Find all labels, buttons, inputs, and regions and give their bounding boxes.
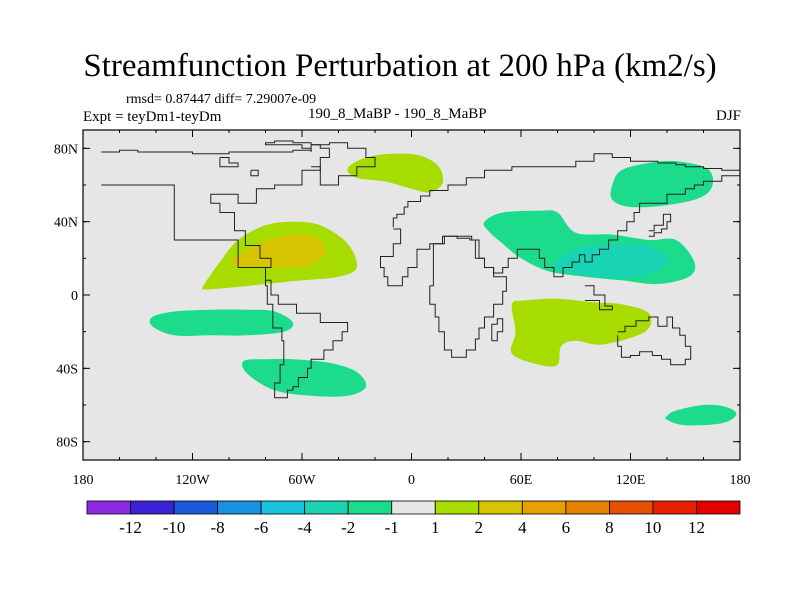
australia-coastline bbox=[617, 316, 692, 366]
coastlines bbox=[101, 140, 740, 399]
madagascar-island bbox=[491, 318, 504, 342]
colorbar-box bbox=[260, 500, 306, 515]
colorbar-box bbox=[391, 500, 436, 515]
colorbar: -12 -10 -8 -6 -4 -2 -1 1 2 4 6 8 10 12 bbox=[86, 500, 741, 537]
colorbar-label: 4 bbox=[518, 518, 527, 537]
arctic-island-small bbox=[250, 169, 259, 177]
colorbar-box bbox=[173, 500, 218, 515]
chart-title: Streamfunction Perturbation at 200 hPa (… bbox=[83, 48, 717, 84]
americas-coastline bbox=[101, 140, 349, 399]
x-tick-label: 0 bbox=[408, 473, 415, 488]
colorbar-box bbox=[347, 500, 393, 515]
colorbar-label: -1 bbox=[385, 518, 399, 537]
indonesia-island bbox=[584, 285, 613, 311]
region-africa-positive bbox=[510, 298, 652, 367]
colorbar-box bbox=[521, 500, 567, 515]
arctic-island bbox=[219, 157, 239, 168]
x-tick-label: 60E bbox=[510, 473, 533, 488]
colorbar-label: -2 bbox=[341, 518, 355, 537]
y-tick-label: 0 bbox=[71, 289, 78, 304]
y-tick-label: 80S bbox=[56, 436, 78, 451]
colorbar-box bbox=[304, 500, 349, 515]
colorbar-label: -6 bbox=[254, 518, 268, 537]
axis-ticks: 180 120W 60W 0 60E 120E 180 80N 40N 0 40S 80S bbox=[54, 130, 751, 488]
x-tick-label: 120W bbox=[175, 473, 210, 488]
colorbar-label: -12 bbox=[119, 518, 142, 537]
colorbar-label: -10 bbox=[163, 518, 186, 537]
colorbar-label: 12 bbox=[688, 518, 705, 537]
y-tick-label: 40N bbox=[54, 216, 78, 231]
colorbar-label: 2 bbox=[475, 518, 484, 537]
colorbar-label: 1 bbox=[431, 518, 440, 537]
colorbar-label: -8 bbox=[211, 518, 225, 537]
x-tick-label: 180 bbox=[73, 473, 94, 488]
colorbar-box bbox=[696, 500, 741, 515]
region-south-pacific-negative bbox=[665, 404, 737, 426]
colorbar-box bbox=[86, 500, 131, 515]
colorbar-label: 8 bbox=[605, 518, 614, 537]
colorbar-box bbox=[478, 500, 523, 515]
season-label: DJF bbox=[715, 108, 741, 124]
japan-island bbox=[648, 213, 672, 237]
contour-regions bbox=[149, 153, 737, 426]
region-north-pacific-negative bbox=[610, 160, 714, 208]
region-south-atlantic-negative bbox=[149, 309, 294, 337]
colorbar-box bbox=[434, 500, 480, 515]
greenland-coastline bbox=[310, 142, 376, 186]
x-tick-label: 60W bbox=[288, 473, 316, 488]
case-label: 190_8_MaBP - 190_8_MaBP bbox=[308, 106, 487, 122]
colorbar-box bbox=[130, 500, 175, 515]
x-tick-label: 120E bbox=[616, 473, 646, 488]
colorbar-box bbox=[217, 500, 262, 515]
region-north-atlantic-core bbox=[230, 234, 325, 268]
region-europe-positive bbox=[347, 153, 444, 193]
colorbar-box bbox=[609, 500, 654, 515]
colorbar-label: 6 bbox=[562, 518, 571, 537]
y-tick-label: 40S bbox=[56, 362, 78, 377]
x-tick-label: 180 bbox=[730, 473, 751, 488]
colorbar-label: -4 bbox=[298, 518, 313, 537]
eurasia-africa-coastline bbox=[380, 153, 740, 287]
africa-south-coastline bbox=[429, 235, 507, 358]
colorbar-label: 10 bbox=[644, 518, 661, 537]
stats-label: rmsd= 0.87447 diff= 7.29007e-09 bbox=[126, 92, 317, 107]
region-asia-core bbox=[551, 243, 668, 278]
colorbar-box bbox=[652, 500, 697, 515]
colorbar-box bbox=[565, 500, 610, 515]
experiment-label: Expt = teyDm1-teyDm bbox=[83, 109, 222, 125]
y-tick-label: 80N bbox=[54, 142, 78, 157]
